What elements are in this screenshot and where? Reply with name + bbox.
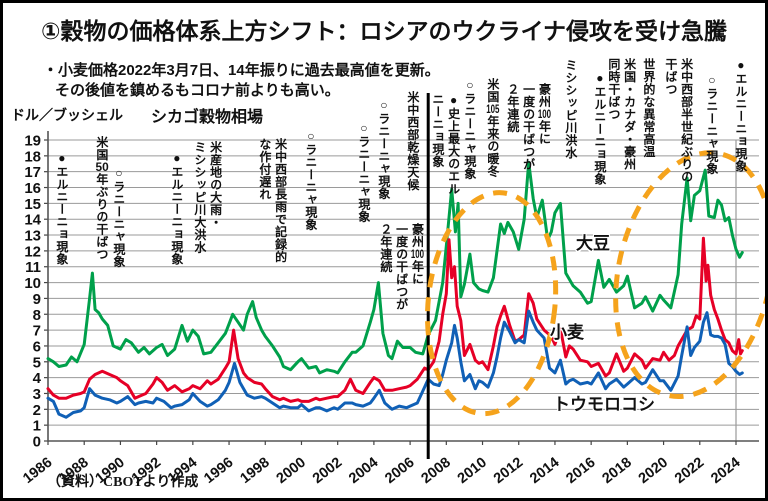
y-tick-label: 18: [24, 148, 41, 165]
series-label-wheat: 小麦: [550, 323, 584, 342]
event-annotation: 豪州100年に 一度の干ばつが ２年連続: [378, 223, 425, 311]
y-tick-label: 4: [33, 370, 42, 387]
y-tick-label: 2: [33, 402, 41, 419]
event-annotation: ○ラニーニャ現象: [111, 166, 126, 268]
y-tick-label: 11: [25, 259, 41, 276]
x-tick-label: 2020: [636, 455, 671, 487]
event-annotation: 豪州100年に 一度の干ばつが ２年連続: [505, 83, 552, 171]
y-tick-label: 7: [33, 323, 41, 340]
x-tick-label: 2012: [491, 455, 526, 487]
page-title: ①穀物の価格体系上方シフト：ロシアのウクライナ侵攻を受け急騰: [40, 18, 727, 44]
y-tick-label: 16: [24, 180, 41, 197]
y-tick-label: 14: [24, 212, 41, 229]
x-tick-label: 2006: [382, 455, 417, 487]
y-tick-label: 0: [33, 434, 41, 451]
y-tick-label: 5: [33, 354, 41, 371]
x-tick-label: 2018: [600, 455, 635, 487]
x-tick-label: 2014: [527, 455, 562, 487]
series-label-corn: トウモロコシ: [553, 395, 655, 414]
event-annotation: ○ラニーニャ現象: [356, 121, 371, 223]
x-tick-label: 2022: [672, 455, 707, 487]
x-tick-label: 2000: [274, 455, 309, 487]
event-annotation: ○ラニーニャ現象: [462, 78, 477, 180]
soybean-line: [46, 160, 744, 375]
event-annotation: ○ラニーニャ現象: [376, 98, 391, 200]
event-annotation: 米国105年来の暖冬: [485, 78, 500, 178]
x-tick-label: 1998: [237, 455, 272, 487]
wheat-line: [46, 236, 744, 403]
event-annotation: 世界的な異常高温: [641, 58, 656, 158]
y-tick-label: 12: [24, 243, 41, 260]
y-tick-label: 3: [33, 386, 41, 403]
event-annotation: 米国・カナダ・豪州 同時干ばつ: [606, 58, 637, 171]
event-annotation: 米中西部長雨で記録的 な作付遅れ: [257, 138, 288, 263]
series-label-soybean: 大豆: [576, 234, 610, 253]
event-annotation: 米産地の大雨・ ミシシッピ川大洪水: [192, 141, 223, 254]
y-tick-label: 15: [24, 196, 41, 213]
source-note: （資料）CBOTより作成: [47, 475, 199, 490]
event-annotation: ミシシッピ川洪水: [563, 59, 578, 159]
y-tick-label: 1: [33, 418, 41, 435]
note-line-2: その後値を鎮めるもコロナ前よりも高い。: [55, 82, 340, 99]
event-annotation: ●エルニーニョ現象: [54, 151, 69, 266]
event-annotation: 米中西部乾燥天候: [405, 91, 420, 191]
event-annotation: ●エルニーニョ現象: [169, 151, 184, 266]
x-tick-label: 2008: [419, 455, 454, 487]
chart-title: シカゴ穀物相場: [151, 109, 264, 126]
event-annotation: ●エルニーニョ現象: [592, 71, 607, 186]
y-tick-label: 9: [33, 291, 41, 308]
y-tick-label: 17: [24, 164, 41, 181]
event-annotation: ●史上最大のエル ニーニョ現象: [430, 93, 461, 195]
y-axis-unit-label: ドル／ブッシェル: [11, 107, 123, 123]
event-annotation: ○ラニーニャ現象: [704, 73, 719, 175]
event-annotation: ○ラニーニャ現象: [303, 129, 318, 231]
y-tick-label: 13: [24, 228, 41, 245]
y-tick-label: 10: [24, 275, 41, 292]
event-annotation: 米中西部半世紀ぶりの 干ばつ: [663, 58, 694, 183]
surge-highlight-ellipse: [425, 190, 559, 417]
surge-highlight-ellipse: [613, 150, 765, 400]
event-annotation: ●エルニーニョ現象: [733, 58, 748, 173]
x-tick-label: 2016: [563, 455, 598, 487]
corn-line: [46, 309, 744, 419]
note-line-1: ・小麦価格2022年3月7日、14年振りに過去最高値を更新。: [43, 62, 440, 79]
y-tick-label: 6: [33, 338, 41, 355]
x-tick-label: 1996: [201, 455, 236, 487]
y-tick-label: 8: [33, 307, 41, 324]
event-annotation: 米国50年ぶりの干ばつ: [94, 136, 109, 261]
x-tick-label: 2024: [708, 455, 743, 487]
x-tick-label: 2004: [346, 455, 381, 487]
x-tick-label: 2002: [310, 455, 345, 487]
y-tick-label: 19: [24, 133, 41, 150]
x-tick-label: 2010: [455, 455, 490, 487]
